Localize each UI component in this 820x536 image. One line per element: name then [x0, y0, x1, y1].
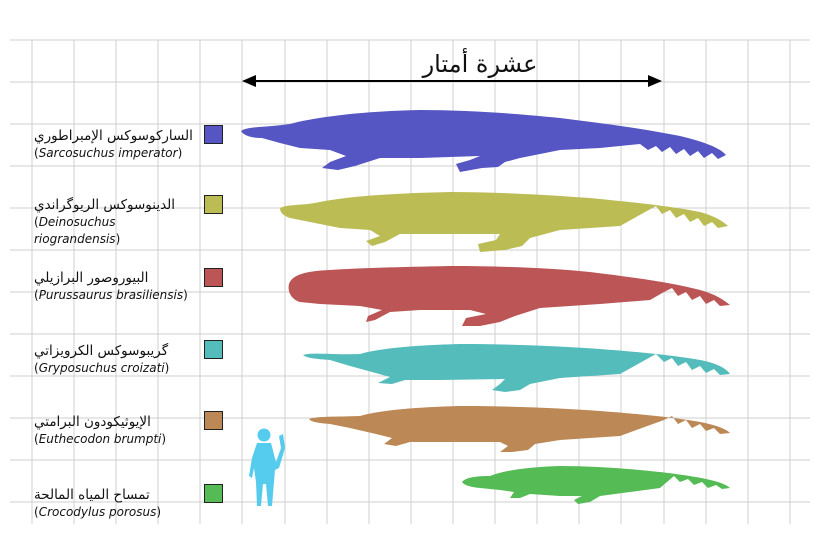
- swatch-deinosuchus: [204, 195, 223, 214]
- latin-name: (Deinosuchus riograndensis): [34, 215, 121, 246]
- crocodylus-silhouette: [462, 466, 730, 504]
- purussaurus-silhouette: [288, 266, 730, 326]
- label-crocodylus: تمساح المياه المالحة (Crocodylus porosus…: [34, 486, 202, 521]
- latin-name: (Crocodylus porosus): [34, 505, 162, 519]
- latin-name: (Gryposuchus croizati): [34, 361, 170, 375]
- swatch-sarcosuchus: [204, 125, 223, 144]
- arabic-name: گريبوسوكس الكرويزاتي: [34, 343, 169, 359]
- swatch-gryposuchus: [204, 340, 223, 359]
- latin-name: (Euthecodon brumpti): [34, 432, 167, 446]
- label-sarcosuchus: الساركوسوكس الإمبراطوري (Sarcosuchus imp…: [34, 127, 202, 162]
- sarcosuchus-silhouette: [241, 110, 726, 172]
- deinosuchus-silhouette: [280, 192, 728, 252]
- label-purussaurus: البيوروصور البرازيلي (Purussaurus brasil…: [34, 269, 202, 304]
- swatch-purussaurus: [204, 268, 223, 287]
- label-gryposuchus: گريبوسوكس الكرويزاتي (Gryposuchus croiza…: [34, 342, 202, 377]
- latin-name: (Purussaurus brasiliensis): [34, 288, 188, 302]
- arabic-name: الإيوثيكودون البرامتي: [34, 414, 151, 430]
- arabic-name: الساركوسوكس الإمبراطوري: [34, 128, 193, 144]
- swatch-crocodylus: [204, 484, 223, 503]
- arabic-name: الدينوسوكس الريوگراندي: [34, 197, 176, 213]
- label-deinosuchus: الدينوسوكس الريوگراندي (Deinosuchus riog…: [34, 196, 202, 248]
- label-euthecodon: الإيوثيكودون البرامتي (Euthecodon brumpt…: [34, 413, 202, 448]
- gryposuchus-silhouette: [303, 344, 730, 392]
- scale-label: عشرة أمتار: [422, 50, 538, 78]
- latin-name: (Sarcosuchus imperator): [34, 146, 183, 160]
- human-silhouette: [249, 428, 285, 506]
- swatch-euthecodon: [204, 411, 223, 430]
- arabic-name: تمساح المياه المالحة: [34, 487, 150, 503]
- arabic-name: البيوروصور البرازيلي: [34, 270, 149, 286]
- euthecodon-silhouette: [309, 406, 730, 452]
